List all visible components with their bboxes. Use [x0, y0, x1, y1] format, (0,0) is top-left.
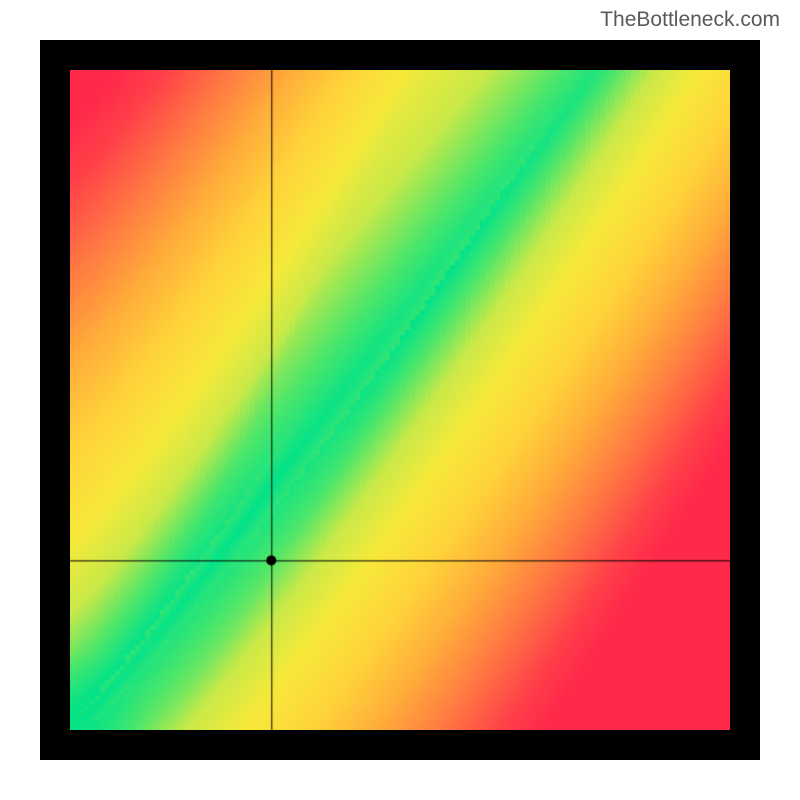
watermark-text: TheBottleneck.com: [600, 8, 780, 32]
plot-area: [70, 70, 730, 730]
plot-frame: [40, 40, 760, 760]
bottleneck-heatmap: [70, 70, 730, 730]
root: TheBottleneck.com: [0, 0, 800, 800]
